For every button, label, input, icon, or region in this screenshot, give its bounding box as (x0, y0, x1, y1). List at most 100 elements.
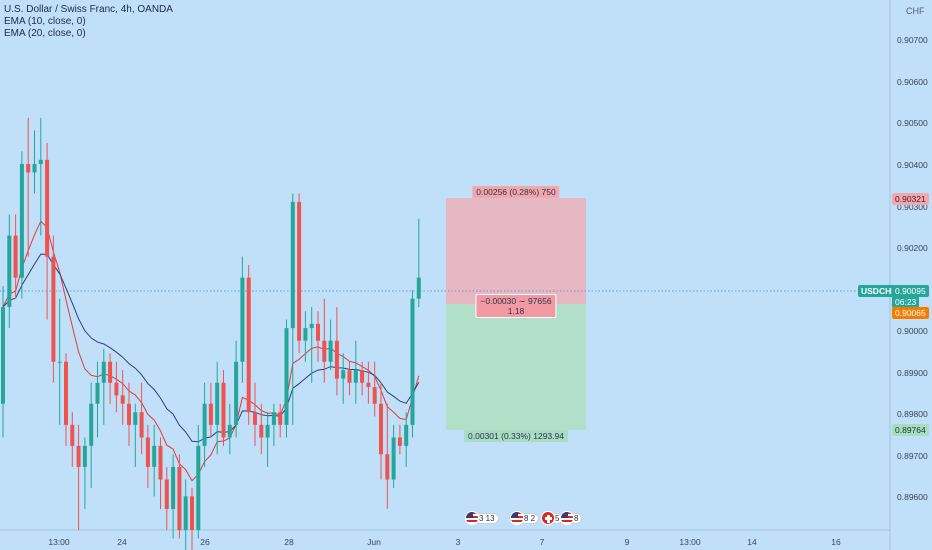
bearish-candle (45, 159, 50, 257)
time-tick: 24 (117, 537, 127, 547)
price-tick: 0.90600 (897, 77, 928, 87)
bearish-candle (208, 403, 213, 425)
bullish-candle (82, 445, 87, 467)
time-tick: 13:00 (679, 537, 701, 547)
bullish-candle (95, 382, 100, 404)
price-tick: 0.89600 (897, 492, 928, 502)
time-tick: 13:00 (48, 537, 70, 547)
us-flag-icon (510, 511, 524, 525)
bearish-candle (221, 382, 226, 438)
ema20-legend[interactable]: EMA (20, close, 0) (4, 28, 86, 39)
bullish-candle (38, 159, 43, 165)
bearish-candle (164, 479, 169, 509)
bullish-candle (57, 361, 62, 363)
bullish-candle (101, 361, 106, 383)
symbol-title[interactable]: U.S. Dollar / Swiss Franc, 4h, OANDA (4, 4, 173, 15)
economic-event-us[interactable]: 3 13 (465, 510, 499, 526)
ch-flag-icon (541, 511, 555, 525)
target-label[interactable]: 0.00256 (0.28%) 750 (472, 186, 560, 198)
bullish-candle (1, 307, 5, 404)
bullish-candle (171, 466, 176, 509)
bullish-candle (7, 235, 12, 308)
bearish-candle (26, 164, 31, 173)
bearish-candle (127, 403, 131, 425)
candles (1, 117, 421, 550)
bearish-candle (158, 445, 163, 480)
price-tick: 0.90300 (897, 202, 928, 212)
stop-label[interactable]: 0.00301 (0.33%) 1293.94 (464, 430, 568, 442)
stop-price-tag[interactable]: 0.89764 (892, 424, 929, 436)
price-tick: 0.89900 (897, 368, 928, 378)
economic-event-us[interactable]: 8 (560, 510, 583, 526)
time-tick: 3 (455, 537, 461, 547)
bearish-candle (366, 382, 371, 387)
time-tick: 16 (831, 537, 841, 547)
price-scale[interactable] (890, 0, 932, 550)
time-tick: 9 (624, 537, 630, 547)
bullish-candle (32, 164, 37, 173)
bearish-candle (385, 454, 390, 480)
bullish-candle (202, 403, 207, 446)
bullish-candle (309, 323, 314, 329)
bearish-candle (322, 340, 327, 362)
price-tick: 0.90000 (897, 326, 928, 336)
bullish-candle (290, 201, 295, 329)
target-zone[interactable] (446, 198, 586, 304)
bearish-candle (139, 412, 144, 438)
bearish-candle (64, 361, 68, 425)
bullish-candle (410, 298, 415, 425)
economic-event-us[interactable]: 8 2 (510, 510, 540, 526)
stop-zone[interactable] (446, 304, 586, 430)
bullish-candle (19, 164, 24, 278)
ema10-legend[interactable]: EMA (10, close, 0) (4, 16, 86, 27)
time-tick: 7 (539, 537, 545, 547)
bearish-candle (253, 412, 257, 425)
bullish-candle (353, 370, 358, 383)
target-price-tag[interactable]: 0.90321 (892, 193, 929, 205)
time-tick: 26 (200, 537, 210, 547)
bearish-candle (51, 256, 56, 362)
bullish-candle (234, 361, 239, 425)
bearish-candle (177, 466, 182, 530)
bearish-candle (190, 496, 194, 530)
bullish-candle (133, 412, 138, 425)
risk-reward-label[interactable]: −0.00030 ∼ 97656 1.18 (475, 294, 557, 318)
current-price-tag[interactable]: 0.90095 (892, 285, 929, 297)
bullish-candle (404, 424, 409, 446)
bearish-candle (145, 437, 150, 467)
bullish-candle (416, 277, 421, 299)
bearish-candle (397, 437, 402, 446)
price-tick: 0.90700 (897, 35, 928, 45)
bullish-candle (227, 424, 232, 438)
bearish-candle (297, 201, 302, 341)
bullish-candle (271, 412, 276, 425)
bearish-candle (70, 424, 75, 446)
bearish-candle (347, 370, 352, 383)
bearish-candle (334, 340, 339, 379)
entry-price-tag[interactable]: 0.90065 (892, 307, 929, 319)
bearish-candle (379, 403, 383, 455)
bearish-candle (372, 386, 377, 404)
bearish-candle (278, 412, 283, 425)
legend: U.S. Dollar / Swiss Franc, 4h, OANDA EMA… (4, 4, 173, 40)
currency-unit[interactable]: CHF (906, 6, 925, 16)
economic-event-ch[interactable]: 5 (541, 510, 564, 526)
bullish-candle (341, 370, 346, 379)
bullish-candle (183, 496, 188, 530)
risk-reward-line1: −0.00030 ∼ 97656 (480, 296, 552, 306)
bullish-candle (152, 445, 157, 467)
bearish-candle (360, 370, 365, 383)
price-tick: 0.90500 (897, 118, 928, 128)
symbol-tag[interactable]: USDCHF (858, 285, 900, 297)
time-tick: 28 (284, 537, 294, 547)
countdown-tag: 06:23 (892, 296, 920, 308)
time-tick: 14 (747, 537, 757, 547)
time-tick: Jun (367, 537, 381, 547)
bullish-candle (215, 382, 220, 425)
bullish-candle (284, 328, 289, 425)
bullish-candle (89, 403, 94, 446)
bullish-candle (391, 437, 396, 480)
bullish-candle (328, 340, 333, 362)
